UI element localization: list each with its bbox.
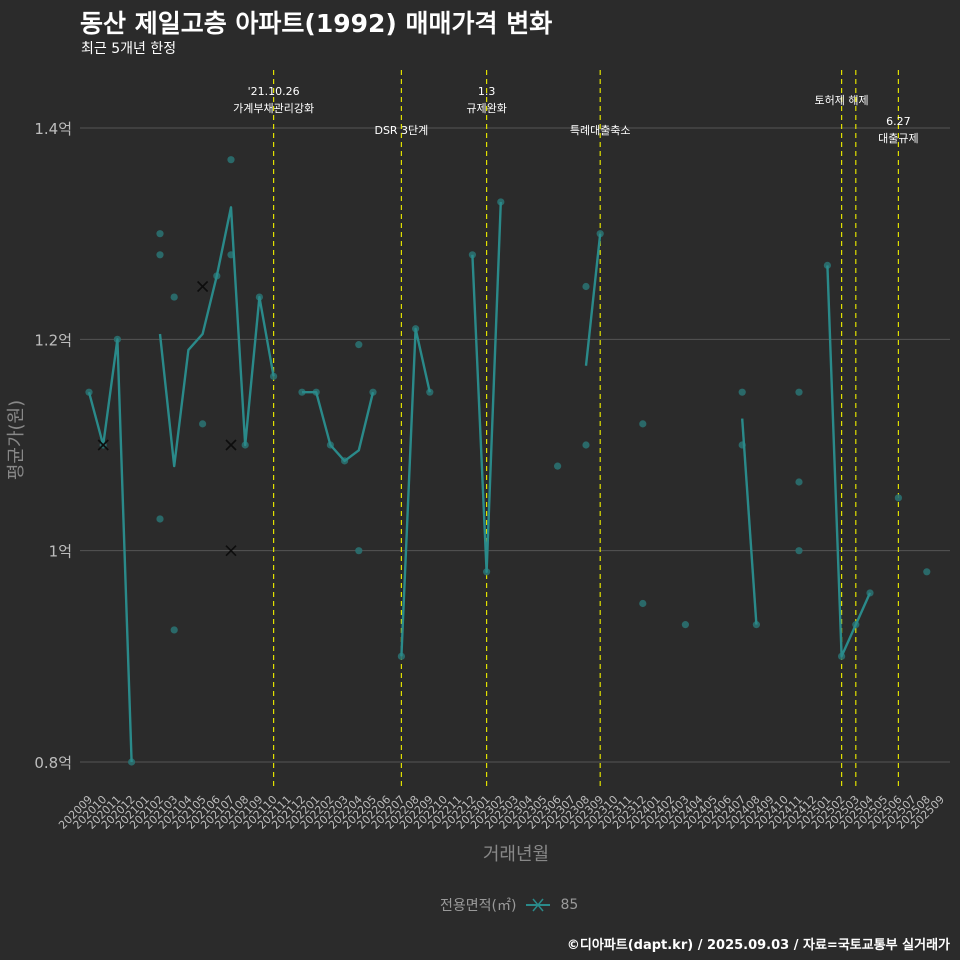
legend-item-85: 85 <box>560 897 579 913</box>
data-point <box>397 652 405 660</box>
data-point <box>270 372 278 380</box>
data-point <box>554 462 562 470</box>
series-line-85 <box>302 391 375 463</box>
data-point <box>227 156 235 164</box>
data-point <box>355 547 363 555</box>
data-point <box>596 230 604 238</box>
annotation-label: DSR 3단계 <box>374 124 428 137</box>
annotation-label: 가계부채관리강화 <box>233 102 314 115</box>
data-point <box>497 198 505 206</box>
annotation-label: 규제완화 <box>466 102 506 115</box>
y-tick-label: 1억 <box>49 543 72 561</box>
chart-title: 동산 제일고층 아파트(1992) 매매가격 변화 <box>80 9 553 38</box>
y-tick-label: 0.8억 <box>34 754 72 772</box>
data-point <box>639 599 647 608</box>
x-axis-title: 거래년월 <box>483 844 549 865</box>
source-credit: ©디아파트(dapt.kr) / 2025.09.03 / 자료=국토교통부 실… <box>566 938 950 953</box>
series-line-85 <box>471 201 502 573</box>
data-point <box>156 515 164 523</box>
cross-stroke <box>197 280 209 293</box>
data-point <box>894 494 903 502</box>
data-point <box>369 388 377 396</box>
annotation-label: 1.3 <box>478 85 496 98</box>
series-line-85 <box>87 338 133 763</box>
data-point <box>468 251 476 259</box>
axis-layer: 0.8억1억1.2억1.4억20200920201020201120201220… <box>34 120 947 832</box>
data-point <box>170 626 178 634</box>
annotation-label: 토허제 해제 <box>815 93 869 107</box>
data-point <box>795 388 803 396</box>
series-line-85 <box>400 327 431 657</box>
chart-subtitle: 최근 5개년 한정 <box>81 41 177 57</box>
cross-stroke <box>97 439 109 451</box>
legend-key-icon <box>526 898 551 912</box>
cross-marker <box>197 280 209 293</box>
data-point <box>752 621 761 629</box>
y-axis-title: 평균가(원) <box>6 400 27 480</box>
data-point <box>355 341 363 349</box>
grid-layer <box>80 127 950 763</box>
data-point <box>738 388 746 396</box>
cross-marker <box>97 439 109 451</box>
data-point <box>582 441 590 449</box>
series-layer <box>85 156 931 766</box>
annotation-label: 특례대출축소 <box>570 124 631 137</box>
annotation-label: '21.10.26 <box>248 85 300 98</box>
cross-stroke <box>225 545 237 557</box>
data-point <box>85 388 93 396</box>
data-point <box>795 478 803 486</box>
legend-title: 전용면적(㎡) <box>440 898 517 914</box>
series-line-85 <box>158 206 275 468</box>
cross-stroke <box>225 439 237 451</box>
legend: 전용면적(㎡) 85 <box>440 895 578 915</box>
data-point <box>156 230 164 238</box>
series-line-85 <box>826 265 872 658</box>
data-point <box>823 261 832 269</box>
data-point <box>923 568 931 576</box>
data-point <box>582 282 590 291</box>
y-tick-label: 1.4억 <box>34 120 72 138</box>
y-tick-label: 1.2억 <box>34 331 72 349</box>
data-point <box>170 293 178 301</box>
cross-marker <box>225 545 237 557</box>
data-point <box>156 251 164 259</box>
series-line-85 <box>741 418 758 625</box>
data-point <box>681 621 690 629</box>
data-point <box>795 547 803 555</box>
data-point <box>639 420 647 428</box>
annotation-label: 대출규제 <box>878 132 918 145</box>
series-line-85 <box>584 233 602 366</box>
annotation-label: 6.27 <box>886 115 911 128</box>
cross-marker <box>225 439 237 451</box>
data-point <box>199 420 207 428</box>
